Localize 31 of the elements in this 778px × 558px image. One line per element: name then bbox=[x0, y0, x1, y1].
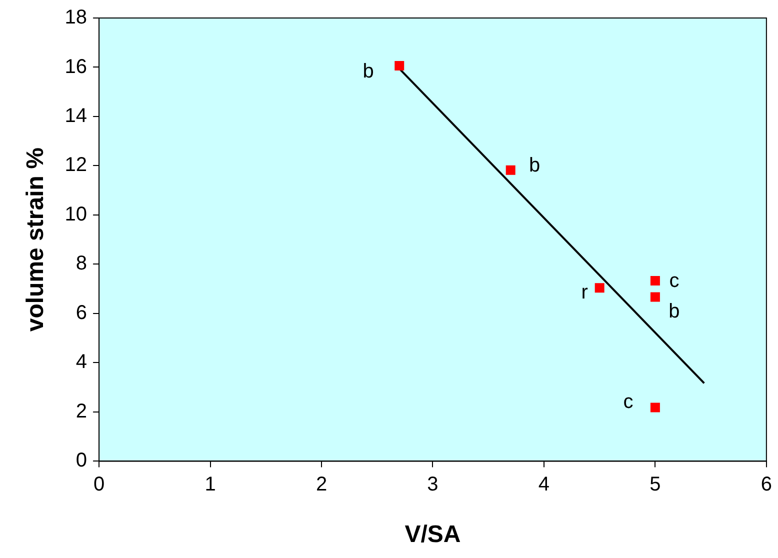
x-axis-title: V/SA bbox=[404, 521, 461, 548]
y-tick-label: 8 bbox=[76, 252, 88, 275]
annotation: b bbox=[668, 300, 680, 322]
x-tick-label: 5 bbox=[650, 474, 661, 496]
x-tick-label: 1 bbox=[204, 474, 216, 496]
y-axis-title: volume strain % bbox=[22, 148, 50, 332]
y-tick-label: 12 bbox=[64, 154, 88, 176]
point bbox=[650, 276, 660, 286]
x-tick-label: 2 bbox=[316, 474, 328, 496]
point bbox=[594, 283, 604, 293]
y-tick-label: 0 bbox=[76, 450, 88, 472]
annotation: b bbox=[362, 60, 374, 82]
y-tick-label: 4 bbox=[76, 351, 88, 374]
x-tick-label: 6 bbox=[760, 474, 772, 496]
point bbox=[506, 165, 516, 175]
annotation: c bbox=[669, 270, 680, 292]
annotation: c bbox=[623, 391, 634, 414]
y-tick-label: 18 bbox=[64, 6, 88, 29]
x-tick-label: 4 bbox=[538, 474, 550, 496]
y-tick-label: 2 bbox=[76, 400, 88, 422]
y-tick-label: 16 bbox=[64, 56, 88, 78]
point bbox=[650, 292, 660, 302]
annotation: r bbox=[581, 281, 588, 304]
x-tick-label: 0 bbox=[93, 474, 105, 496]
point bbox=[650, 402, 660, 412]
y-tick-label: 10 bbox=[64, 203, 88, 226]
x-tick-label: 3 bbox=[427, 474, 438, 496]
point bbox=[394, 61, 404, 71]
y-tick-label: 6 bbox=[76, 302, 88, 324]
annotation: b bbox=[529, 154, 540, 177]
y-tick-label: 14 bbox=[64, 105, 88, 128]
